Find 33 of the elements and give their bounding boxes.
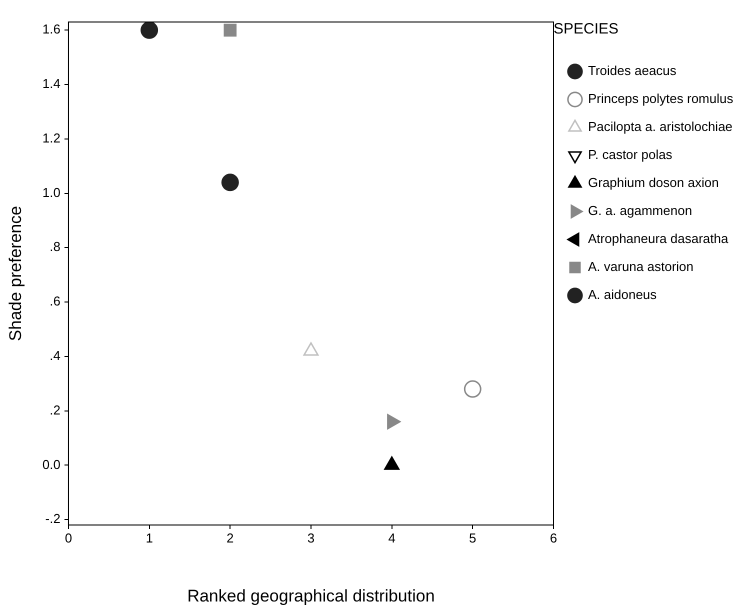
x-tick-label: 4 (388, 530, 396, 546)
legend-label: A. aidoneus (588, 287, 658, 302)
point (221, 174, 239, 192)
y-tick-label: -.2 (45, 511, 60, 526)
legend-label: Princeps polytes romulus (588, 91, 734, 106)
y-tick-label: .2 (50, 402, 60, 418)
x-tick-label: 3 (307, 530, 315, 546)
legend-label: Pacilopta a. aristolochiae (588, 119, 733, 134)
x-axis-title: Ranked geographical distribution (187, 586, 435, 606)
x-tick-label: 5 (469, 530, 476, 546)
legend-title: SPECIES (554, 20, 619, 38)
legend-label: Graphium doson axion (588, 175, 719, 190)
x-tick-label: 6 (550, 530, 558, 546)
point (224, 24, 237, 37)
legend-label: A. varuna astorion (588, 259, 694, 274)
legend-label: G. a. agammenon (588, 203, 692, 218)
y-tick-label: .4 (50, 348, 60, 364)
x-tick-label: 1 (146, 530, 153, 546)
legend-label: Atrophaneura dasaratha (588, 231, 729, 246)
point (464, 380, 482, 398)
y-tick-label: 1.0 (42, 184, 60, 200)
legend-label: P. castor polas (588, 147, 673, 162)
y-tick-label: .8 (50, 239, 60, 254)
y-tick-label: 1.4 (42, 76, 60, 92)
y-tick-label: .6 (50, 294, 60, 309)
x-tick-label: 2 (226, 530, 234, 546)
x-tick-label: 0 (64, 530, 72, 546)
y-tick-label: 0.0 (42, 456, 60, 472)
point (140, 22, 158, 39)
y-tick-label: 1.2 (42, 130, 60, 146)
legend-label: Troides aeacus (588, 63, 677, 78)
y-tick-label: 1.6 (42, 22, 60, 37)
y-axis-title: Shade preference (6, 206, 25, 342)
